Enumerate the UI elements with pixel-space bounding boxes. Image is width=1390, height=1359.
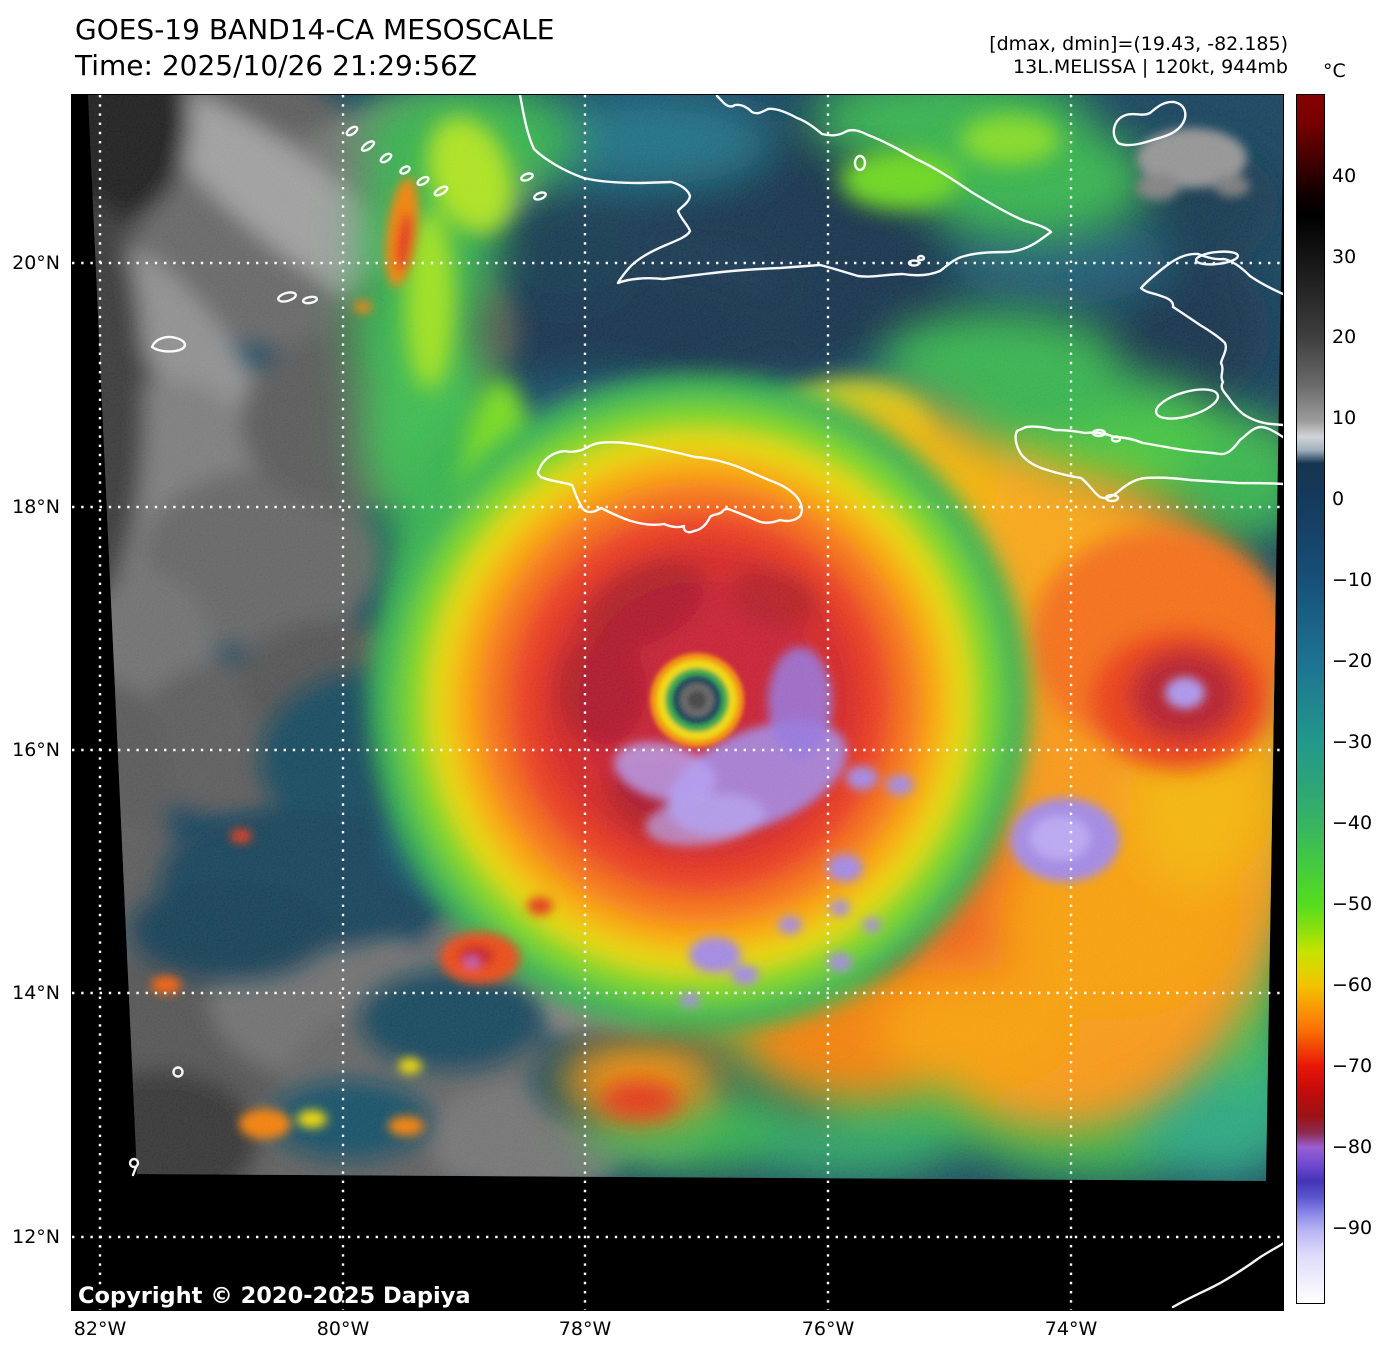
page-title: GOES-19 BAND14-CA MESOSCALE xyxy=(75,13,555,46)
lon-tick-label: 82°W xyxy=(73,1318,127,1340)
colorbar-tick: −80 xyxy=(1332,1136,1373,1159)
coastlines xyxy=(128,95,1283,1309)
storm-status: 13L.MELISSA | 120kt, 944mb xyxy=(1013,56,1288,78)
lon-axis: 82°W 80°W 78°W 76°W 74°W xyxy=(0,1318,1390,1348)
colorbar-tick: −50 xyxy=(1332,892,1373,915)
satellite-map[interactable]: Copyright © 2020-2025 Dapiya xyxy=(71,94,1284,1311)
lon-tick-label: 76°W xyxy=(801,1318,855,1340)
lat-tick-label: 14°N xyxy=(12,982,60,1004)
graticule xyxy=(72,95,1283,1310)
info-block: [dmax, dmin]=(19.43, -82.185) 13L.MELISS… xyxy=(989,33,1288,79)
colorbar-tick: −30 xyxy=(1332,731,1373,753)
colorbar-tick: −10 xyxy=(1332,569,1373,591)
lon-tick-label: 74°W xyxy=(1044,1318,1098,1340)
dmax-dmin-readout: [dmax, dmin]=(19.43, -82.185) xyxy=(989,33,1288,55)
lon-tick-label: 80°W xyxy=(316,1318,370,1340)
lat-tick-label: 16°N xyxy=(12,739,60,761)
copyright-text: Copyright © 2020-2025 Dapiya xyxy=(78,1283,471,1309)
colorbar-tick: 30 xyxy=(1332,245,1357,268)
colorbar-tick: −40 xyxy=(1332,811,1373,834)
colorbar-unit-label: °C xyxy=(1323,60,1346,82)
colorbar-tick: 0 xyxy=(1332,487,1345,510)
lat-axis: 20°N 18°N 16°N 14°N 12°N xyxy=(0,0,66,1359)
colorbar-gradient xyxy=(1297,95,1324,1303)
colorbar-tick: −70 xyxy=(1332,1054,1373,1077)
lat-tick-label: 12°N xyxy=(12,1226,60,1248)
timestamp: Time: 2025/10/26 21:29:56Z xyxy=(75,49,478,82)
lat-tick-label: 18°N xyxy=(12,496,60,518)
lon-tick-label: 78°W xyxy=(558,1318,612,1340)
colorbar-tick: 20 xyxy=(1332,325,1357,348)
colorbar-tick: 40 xyxy=(1332,165,1357,188)
colorbar-tick: −60 xyxy=(1332,974,1373,997)
colorbar xyxy=(1296,94,1325,1304)
satellite-image: Copyright © 2020-2025 Dapiya xyxy=(72,95,1283,1310)
colorbar-ticks: 40 30 20 10 0 −10 −20 −30 −40 −50 −60 −70 −80 −90 xyxy=(1332,95,1388,1303)
colorbar-tick: −20 xyxy=(1332,649,1373,672)
title-block: GOES-19 BAND14-CA MESOSCALE Time: 2025/1… xyxy=(75,12,554,84)
lat-tick-label: 20°N xyxy=(12,252,60,274)
colorbar-tick: 10 xyxy=(1332,407,1357,430)
colorbar-tick: −90 xyxy=(1332,1216,1373,1239)
